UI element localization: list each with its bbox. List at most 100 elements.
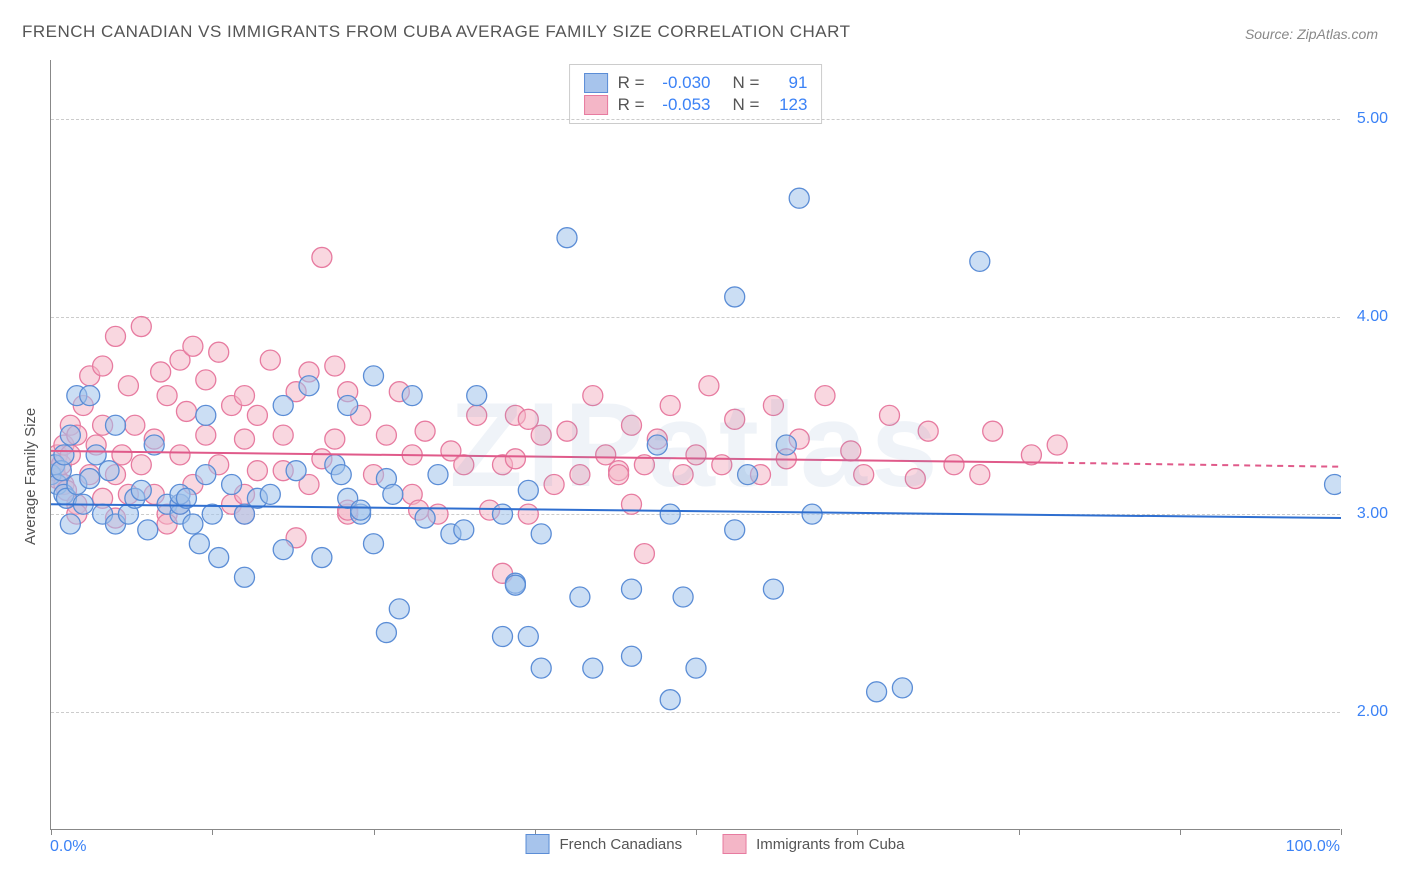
plot-region: ZIPatlas R = -0.030 N = 91 R = -0.053 N … bbox=[50, 60, 1340, 830]
scatter-point bbox=[80, 469, 100, 489]
scatter-point bbox=[815, 386, 835, 406]
scatter-point bbox=[106, 326, 126, 346]
scatter-point bbox=[892, 678, 912, 698]
y-tick-label: 3.00 bbox=[1357, 505, 1388, 523]
scatter-point bbox=[189, 534, 209, 554]
scatter-point bbox=[364, 366, 384, 386]
scatter-point bbox=[505, 449, 525, 469]
scatter-point bbox=[273, 396, 293, 416]
scatter-point bbox=[383, 484, 403, 504]
scatter-point bbox=[1047, 435, 1067, 455]
scatter-point bbox=[725, 287, 745, 307]
legend-bottom: French Canadians Immigrants from Cuba bbox=[526, 832, 905, 856]
scatter-point bbox=[660, 396, 680, 416]
scatter-point bbox=[170, 445, 190, 465]
scatter-point bbox=[660, 690, 680, 710]
legend-swatch bbox=[526, 834, 550, 854]
scatter-point bbox=[454, 520, 474, 540]
scatter-point bbox=[634, 544, 654, 564]
scatter-point bbox=[557, 421, 577, 441]
legend-bottom-item: Immigrants from Cuba bbox=[722, 834, 904, 854]
scatter-point bbox=[376, 623, 396, 643]
scatter-point bbox=[531, 425, 551, 445]
scatter-point bbox=[99, 461, 119, 481]
scatter-point bbox=[867, 682, 887, 702]
chart-title: FRENCH CANADIAN VS IMMIGRANTS FROM CUBA … bbox=[22, 22, 851, 42]
scatter-point bbox=[351, 500, 371, 520]
source-attribution: Source: ZipAtlas.com bbox=[1245, 26, 1378, 42]
scatter-point bbox=[196, 465, 216, 485]
scatter-point bbox=[518, 504, 538, 524]
scatter-point bbox=[209, 342, 229, 362]
scatter-point bbox=[235, 567, 255, 587]
scatter-point bbox=[970, 251, 990, 271]
scatter-point bbox=[493, 504, 513, 524]
scatter-point bbox=[531, 524, 551, 544]
scatter-point bbox=[196, 405, 216, 425]
legend-series-label: Immigrants from Cuba bbox=[756, 836, 904, 853]
scatter-point bbox=[247, 461, 267, 481]
scatter-svg bbox=[51, 60, 1341, 830]
scatter-point bbox=[570, 465, 590, 485]
scatter-point bbox=[273, 540, 293, 560]
scatter-point bbox=[725, 520, 745, 540]
scatter-point bbox=[467, 405, 487, 425]
scatter-point bbox=[125, 415, 145, 435]
scatter-point bbox=[196, 370, 216, 390]
trend-line-extrapolated bbox=[1057, 463, 1341, 467]
scatter-point bbox=[80, 386, 100, 406]
scatter-point bbox=[364, 534, 384, 554]
y-tick-label: 5.00 bbox=[1357, 110, 1388, 128]
scatter-point bbox=[660, 504, 680, 524]
scatter-point bbox=[93, 356, 113, 376]
scatter-point bbox=[763, 396, 783, 416]
y-axis-label: Average Family Size bbox=[22, 408, 39, 545]
legend-bottom-item: French Canadians bbox=[526, 834, 683, 854]
scatter-point bbox=[247, 405, 267, 425]
trend-line bbox=[51, 451, 1057, 463]
scatter-point bbox=[157, 386, 177, 406]
scatter-point bbox=[789, 188, 809, 208]
scatter-point bbox=[338, 396, 358, 416]
scatter-point bbox=[138, 520, 158, 540]
scatter-point bbox=[880, 405, 900, 425]
scatter-point bbox=[518, 480, 538, 500]
scatter-point bbox=[686, 658, 706, 678]
scatter-point bbox=[531, 658, 551, 678]
scatter-point bbox=[699, 376, 719, 396]
scatter-point bbox=[299, 376, 319, 396]
scatter-point bbox=[202, 504, 222, 524]
scatter-point bbox=[286, 461, 306, 481]
scatter-point bbox=[325, 429, 345, 449]
scatter-point bbox=[905, 469, 925, 489]
scatter-point bbox=[776, 435, 796, 455]
scatter-point bbox=[583, 658, 603, 678]
scatter-point bbox=[222, 474, 242, 494]
scatter-point bbox=[505, 575, 525, 595]
scatter-point bbox=[725, 409, 745, 429]
scatter-point bbox=[183, 514, 203, 534]
scatter-point bbox=[673, 465, 693, 485]
scatter-point bbox=[60, 514, 80, 534]
scatter-point bbox=[131, 455, 151, 475]
scatter-point bbox=[918, 421, 938, 441]
scatter-point bbox=[183, 336, 203, 356]
scatter-point bbox=[686, 445, 706, 465]
scatter-point bbox=[970, 465, 990, 485]
chart-area: ZIPatlas R = -0.030 N = 91 R = -0.053 N … bbox=[50, 60, 1380, 830]
scatter-point bbox=[325, 356, 345, 376]
scatter-point bbox=[428, 465, 448, 485]
scatter-point bbox=[196, 425, 216, 445]
scatter-point bbox=[557, 228, 577, 248]
y-tick-label: 4.00 bbox=[1357, 308, 1388, 326]
scatter-point bbox=[376, 425, 396, 445]
scatter-point bbox=[944, 455, 964, 475]
scatter-point bbox=[273, 425, 293, 445]
scatter-point bbox=[493, 627, 513, 647]
legend-series-label: French Canadians bbox=[560, 836, 683, 853]
scatter-point bbox=[622, 415, 642, 435]
scatter-point bbox=[841, 441, 861, 461]
scatter-point bbox=[454, 455, 474, 475]
x-axis-max-label: 100.0% bbox=[1286, 838, 1340, 856]
scatter-point bbox=[415, 421, 435, 441]
